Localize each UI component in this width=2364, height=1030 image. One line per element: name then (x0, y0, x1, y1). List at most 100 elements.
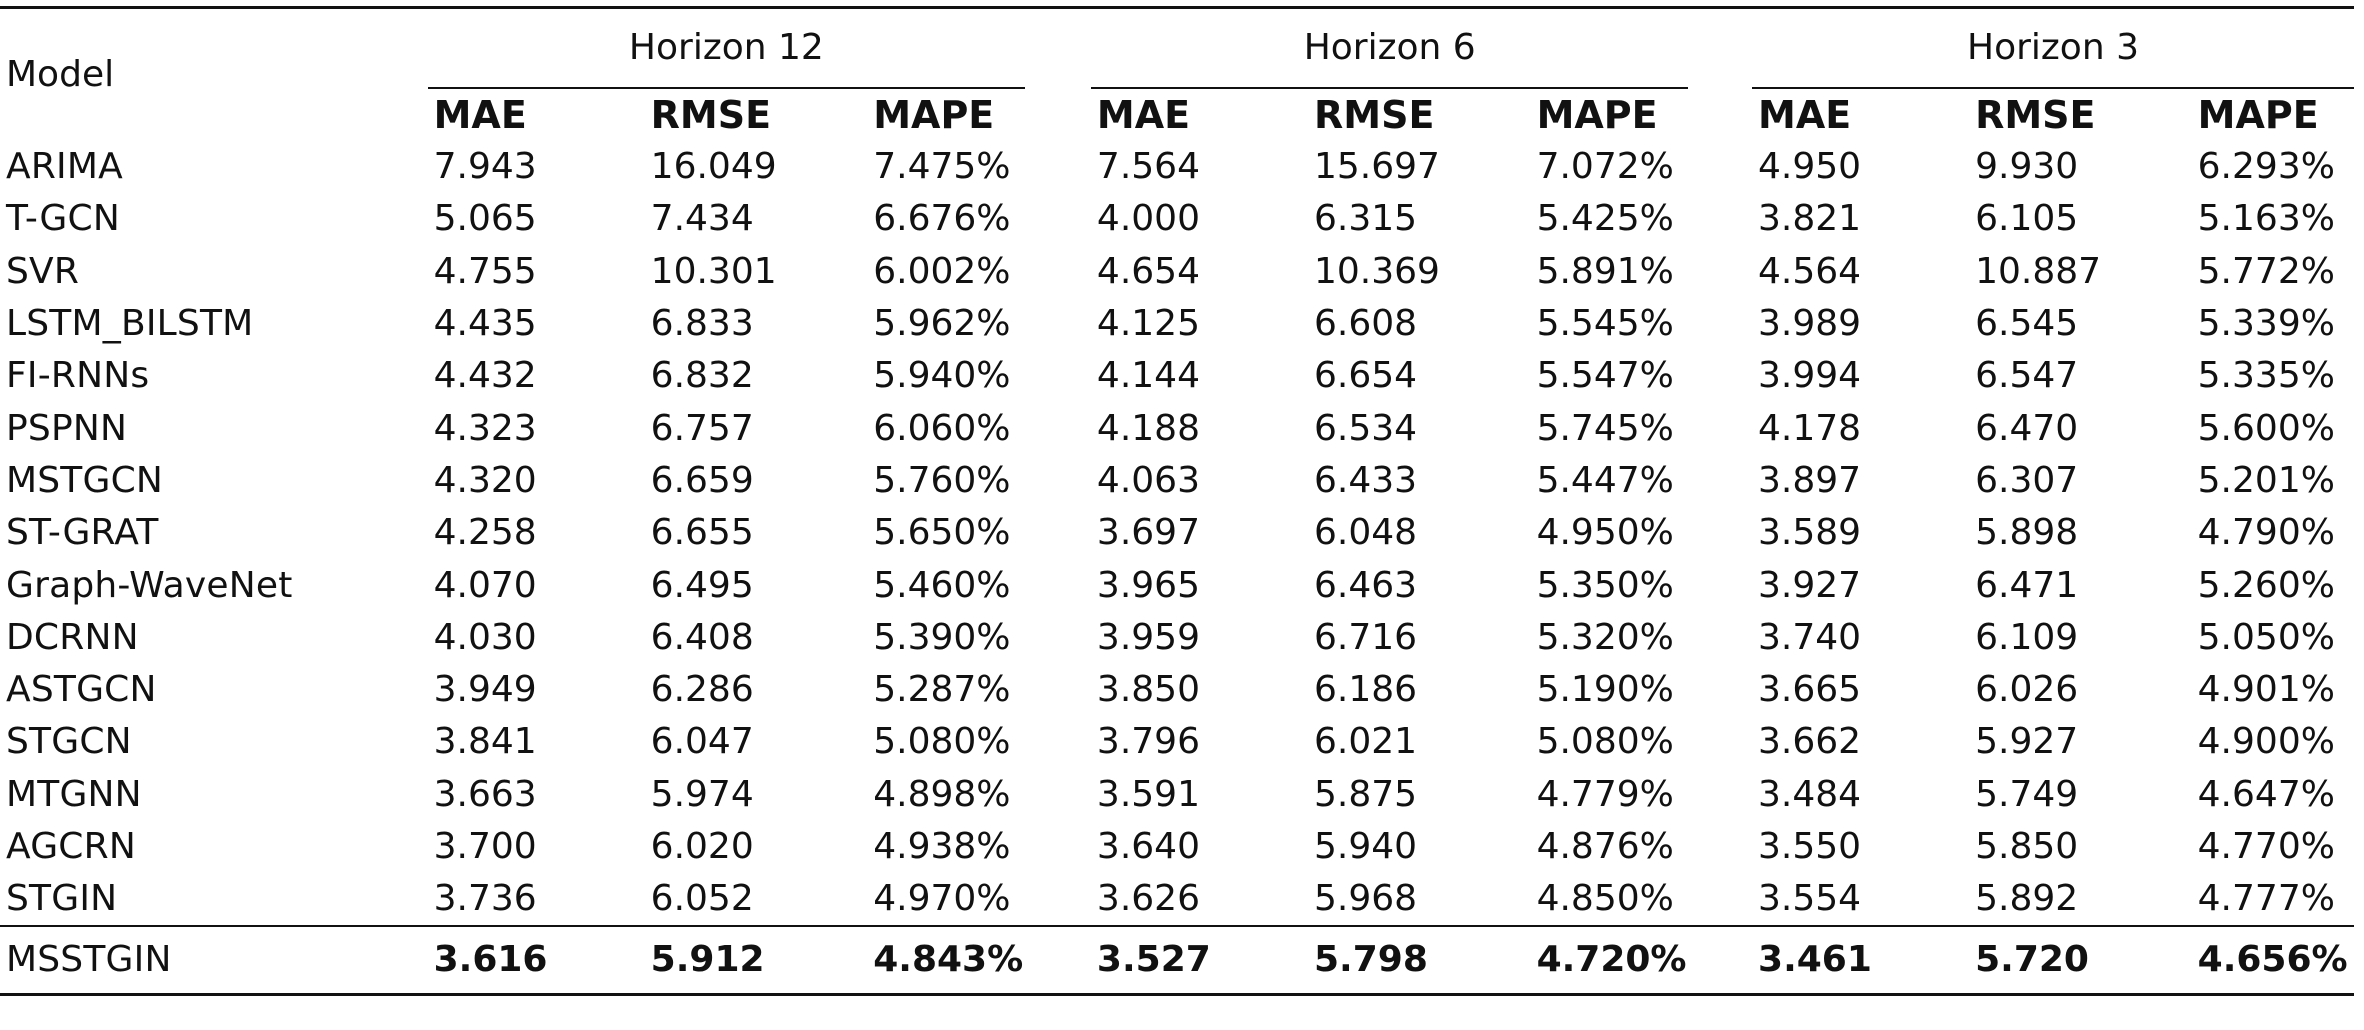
metric-header-rmse: RMSE (1975, 93, 2096, 137)
column-gap (1688, 141, 1752, 193)
metric-header-mape: MAPE (1536, 93, 1658, 137)
value-cell: 15.697 (1314, 146, 1440, 188)
value-cell: 5.720 (1969, 925, 2192, 997)
value-cell: 4.900% (2197, 721, 2335, 763)
value-cell: 4.070 (433, 564, 537, 606)
value-cell: 5.940% (873, 355, 1011, 397)
value-cell: 3.841 (433, 721, 537, 763)
group-header-horizon-3: Horizon 3 (1752, 6, 2354, 89)
value-cell: 4.850% (1536, 878, 1674, 920)
column-gap (1688, 246, 1752, 298)
table-row: LSTM_BILSTM 4.435 6.833 5.962% 4.125 6.608 5.5… (0, 298, 2354, 350)
model-name-cell: PSPNN (6, 407, 128, 449)
value-cell: 4.654 (1096, 250, 1200, 292)
group-header-horizon-6: Horizon 6 (1090, 6, 1689, 89)
value-cell: 5.163% (2197, 198, 2335, 240)
value-cell: 5.287% (873, 669, 1011, 711)
value-cell: 5.080% (873, 721, 1011, 763)
group-header-row: Model Horizon 12 Horizon 6 Horizon 3 (0, 6, 2354, 141)
value-cell: 6.757 (650, 407, 754, 449)
value-cell: 3.461 (1752, 925, 1970, 997)
value-cell: 6.716 (1314, 616, 1418, 658)
value-cell: 6.020 (650, 826, 754, 867)
value-cell: 6.470 (1975, 407, 2079, 449)
value-cell: 5.460% (873, 564, 1011, 606)
value-cell: 5.898 (1975, 512, 2079, 554)
value-cell: 5.798 (1308, 925, 1531, 997)
metric-header-rmse: RMSE (650, 93, 772, 137)
metric-header-mae: MAE (1096, 93, 1191, 137)
results-table: Model Horizon 12 Horizon 6 Horizon 3 MAE… (0, 6, 2354, 997)
value-cell: 3.591 (1096, 773, 1200, 815)
value-cell: 4.790% (2197, 512, 2335, 554)
value-cell: 4.030 (433, 616, 537, 658)
value-cell: 3.897 (1758, 459, 1862, 501)
metric-header-mae: MAE (433, 93, 527, 137)
value-cell: 4.970% (873, 878, 1011, 920)
value-cell: 7.564 (1096, 146, 1200, 188)
table-row: FI-RNNs 4.432 6.832 5.940% 4.144 6.654 5.547% 3… (0, 350, 2354, 402)
value-cell: 6.052 (650, 878, 754, 920)
metric-header-row: MAE RMSE MAPE MAE RMSE MAPE MAE RMSE MAP… (0, 88, 2354, 141)
value-cell: 3.550 (1758, 826, 1862, 867)
column-gap (1025, 612, 1091, 664)
value-cell: 4.720% (1530, 925, 1689, 997)
value-cell: 6.833 (650, 303, 754, 345)
value-cell: 5.339% (2197, 303, 2335, 345)
column-gap (1688, 350, 1752, 402)
value-cell: 4.435 (433, 303, 537, 345)
value-cell: 3.626 (1096, 878, 1200, 920)
value-cell: 5.891% (1536, 250, 1674, 292)
value-cell: 6.109 (1975, 616, 2079, 658)
value-cell: 5.850 (1975, 826, 2079, 867)
value-cell: 6.286 (650, 669, 754, 711)
value-cell: 5.650% (873, 512, 1011, 554)
value-cell: 3.821 (1758, 198, 1862, 240)
value-cell: 3.484 (1758, 773, 1862, 815)
column-gap (1688, 6, 1753, 88)
value-cell: 6.495 (650, 564, 754, 606)
value-cell: 5.080% (1536, 721, 1674, 763)
value-cell: 4.178 (1758, 407, 1862, 449)
model-name-cell: ASTGCN (6, 669, 157, 711)
table-row: MTGNN 3.663 5.974 4.898% 3.591 5.875 4.779% 3.4… (0, 769, 2354, 821)
column-gap (1025, 455, 1091, 507)
table-row: ST-GRAT 4.258 6.655 5.650% 3.697 6.048 4.950% 3… (0, 507, 2354, 559)
table-row: STGCN 3.841 6.047 5.080% 3.796 6.021 5.080% 3.6… (0, 716, 2354, 768)
value-cell: 7.475% (873, 146, 1011, 188)
model-name-cell: LSTM_BILSTM (6, 303, 254, 345)
value-cell: 4.777% (2197, 878, 2335, 920)
column-gap (1688, 716, 1752, 768)
table-row: MSTGCN 4.320 6.659 5.760% 4.063 6.433 5.447% 3.… (0, 455, 2354, 507)
value-cell: 4.144 (1096, 355, 1200, 397)
value-cell: 6.676% (873, 198, 1011, 240)
value-cell: 6.545 (1975, 303, 2079, 345)
table-row: ASTGCN 3.949 6.286 5.287% 3.850 6.186 5.190% 3.… (0, 664, 2354, 716)
value-cell: 5.190% (1536, 669, 1674, 711)
column-gap (1688, 402, 1752, 454)
value-cell: 3.527 (1090, 925, 1308, 997)
value-cell: 5.962% (873, 303, 1011, 345)
value-cell: 5.760% (873, 459, 1011, 501)
column-gap (1688, 455, 1752, 507)
column-gap (1025, 246, 1091, 298)
value-cell: 5.968 (1314, 878, 1418, 920)
value-cell: 4.647% (2197, 773, 2335, 815)
column-gap (1688, 298, 1752, 350)
column-gap (1688, 507, 1752, 559)
value-cell: 6.060% (873, 407, 1011, 449)
column-gap (1025, 716, 1091, 768)
value-cell: 5.974 (650, 773, 754, 815)
value-cell: 6.608 (1314, 303, 1418, 345)
column-gap (1688, 612, 1752, 664)
value-cell: 6.293% (2197, 146, 2335, 188)
column-gap (1688, 821, 1752, 873)
value-cell: 6.105 (1975, 198, 2079, 240)
value-cell: 6.021 (1314, 721, 1418, 763)
value-cell: 4.938% (873, 826, 1011, 867)
value-cell: 4.843% (867, 925, 1026, 997)
value-cell: 3.700 (433, 826, 537, 867)
table-footer: MSSTGIN 3.616 5.912 4.843% 3.527 5.798 4… (0, 925, 2354, 997)
value-cell: 4.000 (1096, 198, 1200, 240)
value-cell: 4.656% (2191, 925, 2354, 997)
